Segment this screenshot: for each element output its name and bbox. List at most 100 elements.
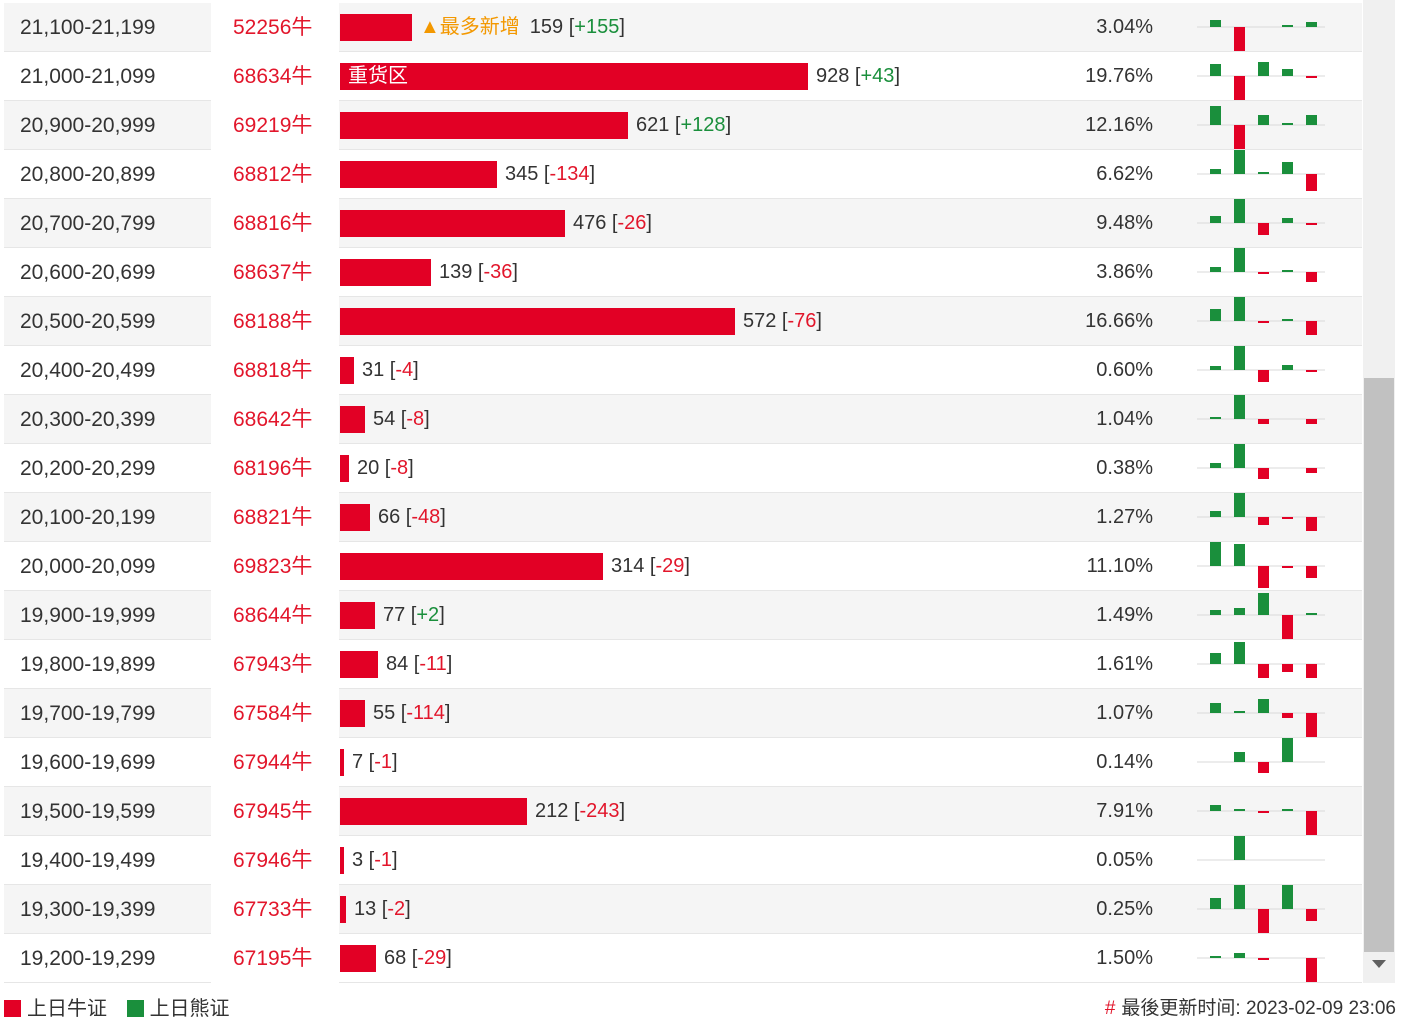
count-value: 476 — [573, 212, 607, 234]
share-bar — [340, 896, 346, 923]
price-range: 19,500-19,599 — [20, 800, 156, 823]
table-row[interactable]: 20,100-20,199 68821牛 66 [-48] 1.27% — [4, 493, 1362, 542]
bull-count-link[interactable]: 68637牛 — [233, 261, 313, 284]
count-value: 139 — [439, 261, 473, 283]
code-cell: 67946牛 — [211, 836, 339, 885]
code-cell: 68637牛 — [211, 248, 339, 297]
sparkline-bar — [1210, 169, 1221, 174]
count-value: 54 — [373, 408, 396, 430]
sparkline-bar — [1282, 218, 1293, 223]
bull-count-link[interactable]: 68642牛 — [233, 408, 313, 431]
percentage: 3.86% — [1096, 261, 1153, 283]
sparkline-bar — [1234, 199, 1245, 223]
table-row[interactable]: 19,600-19,699 67944牛 7 [-1] 0.14% — [4, 738, 1362, 787]
legend-bear: 上日熊证 — [126, 998, 230, 1020]
bull-count-link[interactable]: 69823牛 — [233, 555, 313, 578]
bull-count-link[interactable]: 68634牛 — [233, 65, 313, 88]
table-row[interactable]: 20,900-20,999 69219牛 621 [+128] 12.16% — [4, 101, 1362, 150]
sparkline-bar — [1258, 593, 1269, 615]
table-row[interactable]: 20,800-20,899 68812牛 345 [-134] 6.62% — [4, 150, 1362, 199]
hash-icon: # — [1104, 998, 1116, 1019]
scroll-down-arrow-icon[interactable] — [1372, 960, 1386, 968]
table-row[interactable]: 20,200-20,299 68196牛 20 [-8] 0.38% — [4, 444, 1362, 493]
table-row[interactable]: 19,500-19,599 67945牛 212 [-243] 7.91% — [4, 787, 1362, 836]
price-range: 19,200-19,299 — [20, 947, 156, 970]
sparkline-bar — [1210, 106, 1221, 125]
code-cell: 68818牛 — [211, 346, 339, 395]
daily-change-sparkline — [1197, 395, 1325, 424]
legend-bull: 上日牛证 — [4, 998, 107, 1020]
bull-count-link[interactable]: 67946牛 — [233, 849, 313, 872]
change-value: -29 — [417, 947, 447, 969]
legend: 上日牛证 上日熊证 — [4, 996, 244, 1022]
daily-change-sparkline — [1197, 150, 1325, 191]
bull-count-link[interactable]: 67943牛 — [233, 653, 313, 676]
sparkline-bar — [1234, 395, 1245, 419]
sparkline-bar — [1306, 468, 1317, 473]
bull-count-link[interactable]: 68188牛 — [233, 310, 313, 333]
count-value: 7 — [352, 751, 364, 773]
sparkline-bar — [1234, 76, 1245, 100]
count-change: 68 [-29] — [384, 947, 452, 969]
price-range: 19,300-19,399 — [20, 898, 156, 921]
daily-change-sparkline — [1197, 836, 1325, 861]
table-row[interactable]: 21,100-21,199 52256牛 ▲最多新增 159 [+155] 3.04% — [4, 3, 1362, 52]
sparkline-bar — [1210, 805, 1221, 811]
table-row[interactable]: 20,400-20,499 68818牛 31 [-4] 0.60% — [4, 346, 1362, 395]
sparkline-bar — [1234, 953, 1245, 958]
bull-count-link[interactable]: 67195牛 — [233, 947, 313, 970]
bull-count-link[interactable]: 68818牛 — [233, 359, 313, 382]
table-row[interactable]: 20,300-20,399 68642牛 54 [-8] 1.04% — [4, 395, 1362, 444]
sparkline-bar — [1234, 608, 1245, 615]
bull-count-link[interactable]: 68812牛 — [233, 163, 313, 186]
bull-count-link[interactable]: 67584牛 — [233, 702, 313, 725]
table-row[interactable]: 20,600-20,699 68637牛 139 [-36] 3.86% — [4, 248, 1362, 297]
table-row[interactable]: 19,900-19,999 68644牛 77 [+2] 1.49% — [4, 591, 1362, 640]
table-row[interactable]: 20,700-20,799 68816牛 476 [-26] 9.48% — [4, 199, 1362, 248]
percentage: 1.61% — [1096, 653, 1153, 675]
bull-count-link[interactable]: 68644牛 — [233, 604, 313, 627]
bull-count-link[interactable]: 69219牛 — [233, 114, 313, 137]
sparkline-bar — [1282, 365, 1293, 370]
percentage: 0.25% — [1096, 898, 1153, 920]
table-row[interactable]: 20,500-20,599 68188牛 572 [-76] 16.66% — [4, 297, 1362, 346]
table-row[interactable]: 19,700-19,799 67584牛 55 [-114] 1.07% — [4, 689, 1362, 738]
bull-count-link[interactable]: 68816牛 — [233, 212, 313, 235]
daily-change-sparkline — [1197, 699, 1325, 737]
count-value: 77 — [383, 604, 406, 626]
sparkline-bar — [1210, 956, 1221, 958]
code-cell: 67945牛 — [211, 787, 339, 836]
share-bar — [340, 847, 344, 874]
count-value: 13 — [354, 898, 377, 920]
sparkline-bar — [1234, 711, 1245, 713]
table-row[interactable]: 19,300-19,399 67733牛 13 [-2] 0.25% — [4, 885, 1362, 934]
sparkline-bar — [1282, 566, 1293, 568]
sparkline-bar — [1282, 885, 1293, 909]
count-value: 84 — [386, 653, 409, 675]
sparkline-bar — [1210, 653, 1221, 664]
count-value: 928 — [816, 65, 850, 87]
bull-count-link[interactable]: 67944牛 — [233, 751, 313, 774]
count-value: 159 — [529, 16, 564, 38]
sparkline-bar — [1234, 836, 1245, 860]
table-row[interactable]: 21,000-21,099 68634牛 重货区 928 [+43] 19.76% — [4, 52, 1362, 101]
bull-count-link[interactable]: 67945牛 — [233, 800, 313, 823]
vertical-scrollbar[interactable] — [1363, 0, 1395, 983]
percentage: 1.27% — [1096, 506, 1153, 528]
table-row[interactable]: 20,000-20,099 69823牛 314 [-29] 11.10% — [4, 542, 1362, 591]
sparkline-bar — [1282, 738, 1293, 762]
sparkline-bar — [1282, 270, 1293, 272]
percentage: 12.16% — [1085, 114, 1153, 136]
table-row[interactable]: 19,200-19,299 67195牛 68 [-29] 1.50% — [4, 934, 1362, 983]
scrollbar-thumb[interactable] — [1364, 378, 1394, 952]
heavy-zone-label: 重货区 — [348, 65, 408, 87]
bull-count-link[interactable]: 52256牛 — [233, 16, 313, 39]
table-row[interactable]: 19,800-19,899 67943牛 84 [-11] 1.61% — [4, 640, 1362, 689]
bull-count-link[interactable]: 68196牛 — [233, 457, 313, 480]
table-row[interactable]: 19,400-19,499 67946牛 3 [-1] 0.05% — [4, 836, 1362, 885]
sparkline-bar — [1210, 898, 1221, 909]
count-change: 572 [-76] — [743, 310, 822, 332]
bull-count-link[interactable]: 67733牛 — [233, 898, 313, 921]
bull-count-link[interactable]: 68821牛 — [233, 506, 313, 529]
sparkline-bar — [1234, 444, 1245, 468]
